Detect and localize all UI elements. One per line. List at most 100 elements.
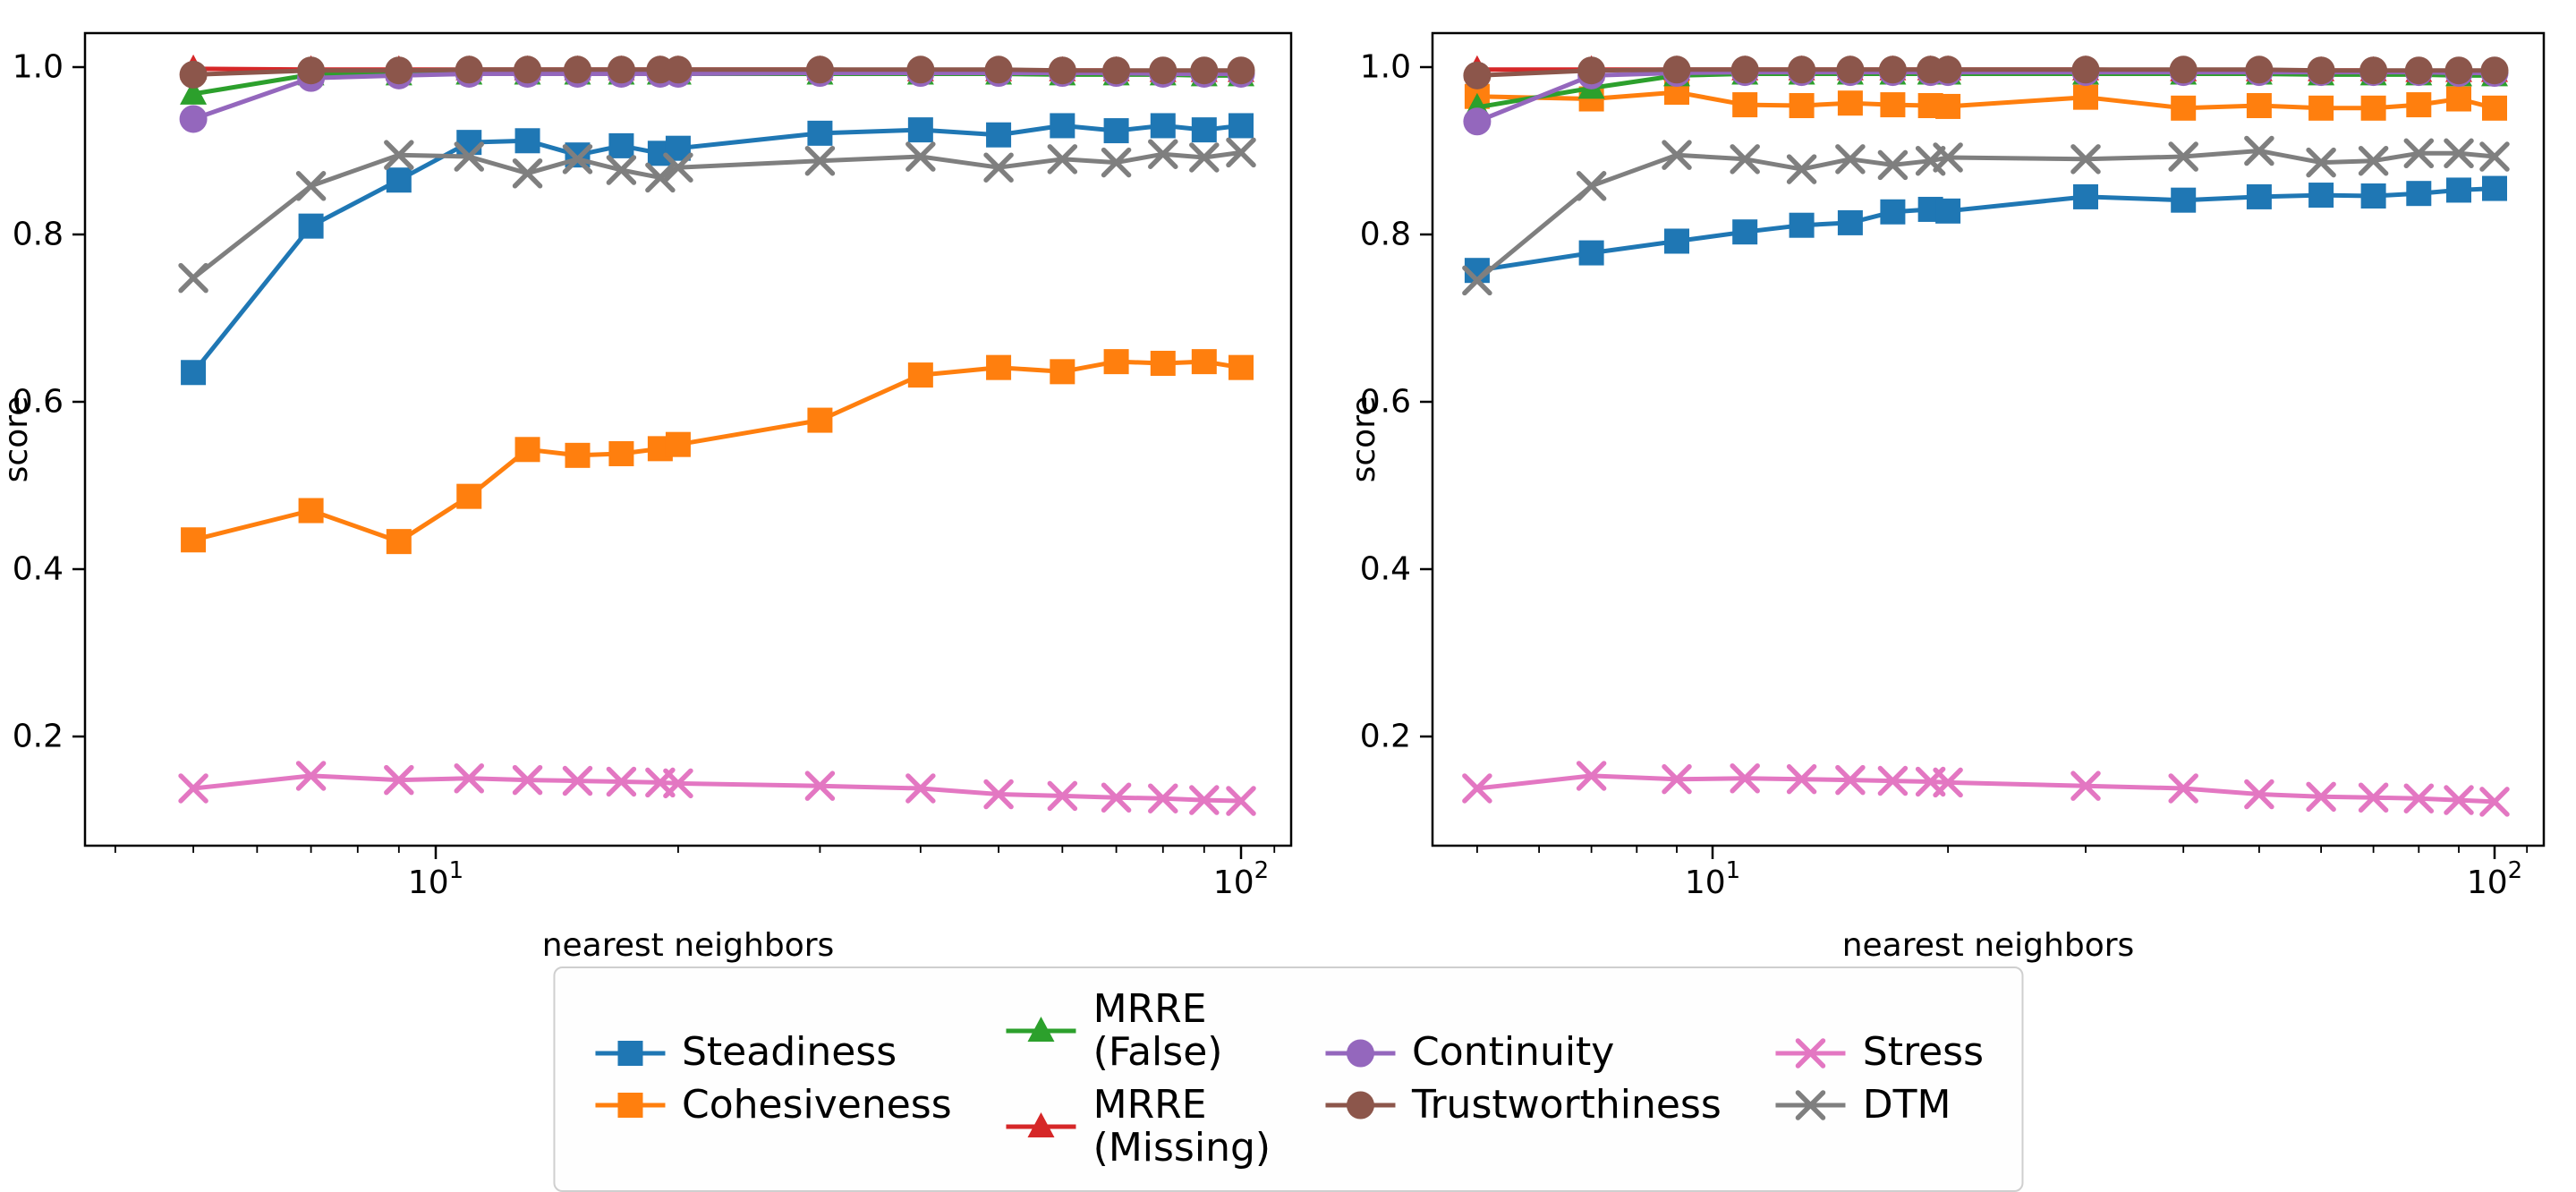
marker-x-icon — [1796, 1037, 1826, 1069]
marker-x-icon — [2168, 141, 2198, 172]
series-trustworthiness — [1463, 55, 2509, 89]
marker-circle-icon — [1190, 56, 1219, 85]
marker-x-icon — [663, 152, 693, 183]
marker-square-icon — [1935, 198, 1961, 224]
series-dtm — [1462, 135, 2510, 296]
marker-x-icon — [1462, 265, 1492, 296]
marker-x-icon — [2168, 773, 2198, 804]
marker-square-icon — [807, 407, 833, 433]
marker-x-icon — [2306, 781, 2336, 813]
y-tick-label: 0.6 — [1360, 384, 1411, 421]
marker-x-icon — [512, 764, 543, 796]
marker-square-icon — [298, 213, 324, 239]
marker-x-icon — [1835, 144, 1866, 175]
marker-square-icon — [1228, 113, 1254, 139]
marker-circle-icon — [607, 55, 635, 84]
marker-circle-icon — [385, 56, 413, 85]
marker-x-icon — [983, 152, 1014, 183]
marker-x-icon — [2358, 782, 2389, 813]
marker-x-icon — [295, 761, 327, 791]
marker-square-icon — [1732, 219, 1758, 245]
legend-item-stress: Stress — [1773, 1030, 1984, 1074]
marker-square-icon — [181, 360, 207, 386]
y-tick-label: 0.4 — [1360, 551, 1411, 588]
marker-square-icon — [1103, 118, 1129, 144]
legend-label: MRRE (False) — [1092, 986, 1223, 1076]
legend-item-mrre-missing: MRRE (Missing) — [1004, 1083, 1271, 1171]
y-tick-label: 0.6 — [13, 384, 64, 421]
legend-sample-circle-icon — [1325, 1091, 1396, 1120]
plot-border — [1431, 31, 2546, 847]
marker-x-icon — [1148, 139, 1178, 169]
marker-x-icon — [2070, 144, 2101, 175]
marker-circle-icon — [1878, 55, 1907, 84]
y-axis-label: score — [1346, 396, 1382, 483]
marker-circle-icon — [1463, 107, 1492, 136]
legend-sample-x-icon — [1775, 1090, 1846, 1120]
marker-circle-icon — [1227, 56, 1255, 85]
marker-x-icon — [2306, 147, 2336, 178]
marker-x-icon — [1786, 154, 1817, 184]
marker-square-icon — [665, 431, 691, 457]
series-stress — [1462, 761, 2510, 817]
marker-x-icon — [606, 155, 637, 185]
marker-circle-icon — [1662, 55, 1691, 84]
marker-x-icon — [178, 262, 208, 294]
marker-circle-icon — [1149, 56, 1177, 85]
marker-x-icon — [905, 773, 936, 804]
legend-label: DTM — [1862, 1081, 1951, 1128]
legend-label: Steadiness — [681, 1029, 897, 1076]
marker-square-icon — [2482, 175, 2507, 201]
marker-x-icon — [1189, 142, 1220, 173]
series-mrre-false — [180, 59, 1254, 105]
marker-x-icon — [454, 763, 485, 794]
marker-circle-icon — [984, 55, 1013, 84]
legend-item-trustworthiness: Trustworthiness — [1322, 1083, 1722, 1127]
marker-x-icon — [1730, 144, 1760, 175]
legend-column: Steadiness Cohesiveness — [592, 1029, 952, 1127]
legend-sample-square-icon — [594, 1040, 665, 1066]
marker-x-icon — [1933, 767, 1963, 798]
y-tick-label: 0.8 — [1360, 217, 1411, 253]
marker-x-icon — [1148, 783, 1178, 813]
plot-border — [83, 31, 1293, 847]
marker-square-icon — [2360, 183, 2386, 209]
series-stress — [178, 761, 1256, 816]
legend-item-dtm: DTM — [1773, 1081, 1984, 1128]
marker-circle-icon — [2404, 56, 2433, 85]
marker-square-icon — [181, 527, 207, 553]
marker-x-icon — [1730, 763, 1760, 794]
marker-x-icon — [384, 764, 414, 796]
series-trustworthiness — [179, 55, 1255, 89]
marker-square-icon — [1837, 209, 1863, 235]
marker-circle-icon — [2307, 56, 2335, 85]
marker-square-icon — [386, 167, 412, 193]
series-cohesiveness — [181, 349, 1254, 555]
marker-circle-icon — [1346, 1039, 1374, 1068]
marker-x-icon — [1877, 149, 1909, 181]
legend-sample-triangle-icon — [1006, 1017, 1076, 1043]
marker-square-icon — [2308, 95, 2334, 121]
marker-square-icon — [616, 1040, 642, 1066]
marker-x-icon — [1101, 147, 1132, 178]
marker-square-icon — [616, 1092, 642, 1118]
marker-x-icon — [1786, 763, 1817, 795]
y-tick-label: 0.8 — [13, 217, 64, 253]
marker-square-icon — [907, 362, 933, 388]
marker-circle-icon — [179, 105, 208, 133]
legend-item-steadiness: Steadiness — [592, 1029, 952, 1076]
marker-circle-icon — [906, 55, 935, 84]
legend-item-mrre-false: MRRE (False) — [1004, 986, 1271, 1076]
marker-x-icon — [1462, 773, 1492, 804]
marker-x-icon — [663, 768, 693, 799]
marker-circle-icon — [1463, 61, 1492, 89]
legend-sample-square-icon — [594, 1092, 665, 1118]
legend-item-continuity: Continuity — [1322, 1030, 1722, 1074]
x-tick-label: 102 — [1213, 857, 1269, 901]
marker-circle-icon — [514, 55, 542, 84]
marker-x-icon — [1877, 765, 1909, 796]
marker-x-icon — [295, 171, 327, 201]
series-cohesiveness-line — [1476, 89, 2495, 111]
marker-square-icon — [298, 498, 324, 524]
marker-x-icon — [562, 144, 593, 175]
